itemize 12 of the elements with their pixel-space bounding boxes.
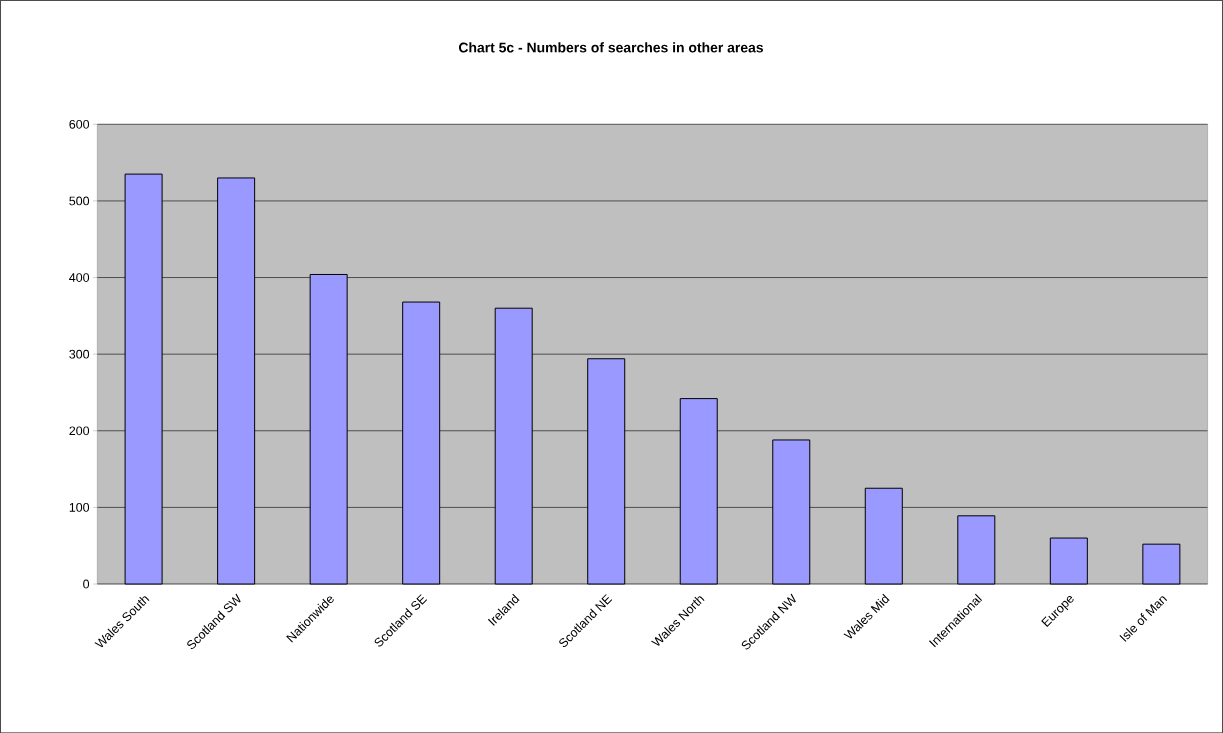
- x-tick-label: Isle of Man: [1119, 596, 1168, 642]
- y-tick-label: 300: [69, 349, 90, 359]
- bar: [957, 515, 996, 585]
- y-tick-label: 100: [69, 502, 90, 512]
- y-tick-label: 600: [69, 119, 90, 129]
- y-tick-label: 200: [69, 426, 90, 436]
- chart-title: Chart 5c - Numbers of searches in other areas: [458, 42, 763, 53]
- bar: [1142, 543, 1181, 585]
- bar: [1049, 537, 1088, 585]
- y-tick-label: 500: [69, 196, 90, 206]
- y-tick-label: 400: [69, 272, 90, 282]
- y-tick-label: 0: [83, 579, 90, 589]
